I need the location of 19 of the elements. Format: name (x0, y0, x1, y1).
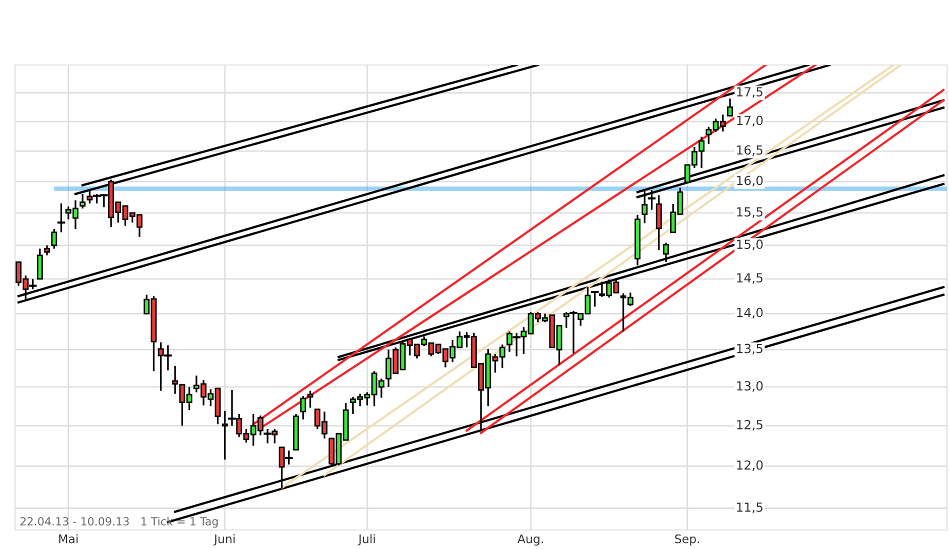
y-tick-label: 17,0 (737, 116, 763, 126)
x-tick-label: Juli (358, 534, 375, 546)
x-tick-label: Juni (213, 534, 235, 546)
y-tick-label: 12,5 (737, 420, 762, 431)
y-tick-label: 13,5 (737, 344, 762, 355)
x-tick-label: Aug. (517, 534, 543, 546)
x-tick-label: Sep. (675, 534, 700, 546)
y-tick-label: 16,5 (737, 145, 762, 156)
annotation: 22.04.13 - 10.09.13 1 Tick = 1 Tag (20, 516, 218, 528)
y-tick-label: 14,5 (737, 273, 762, 284)
y-tick-label: 16,0 (737, 176, 763, 186)
y-tick-label: 11,5 (737, 502, 762, 514)
y-tick-label: 17,5 (737, 87, 762, 98)
y-tick-label: 13,0 (737, 381, 763, 392)
y-tick-label: 15,5 (737, 207, 762, 218)
x-tick-label: Mai (59, 534, 78, 544)
y-tick-label: 15,0 (737, 240, 763, 250)
y-tick-label: 14,0 (737, 308, 763, 319)
y-tick-label: 12,0 (737, 460, 763, 472)
